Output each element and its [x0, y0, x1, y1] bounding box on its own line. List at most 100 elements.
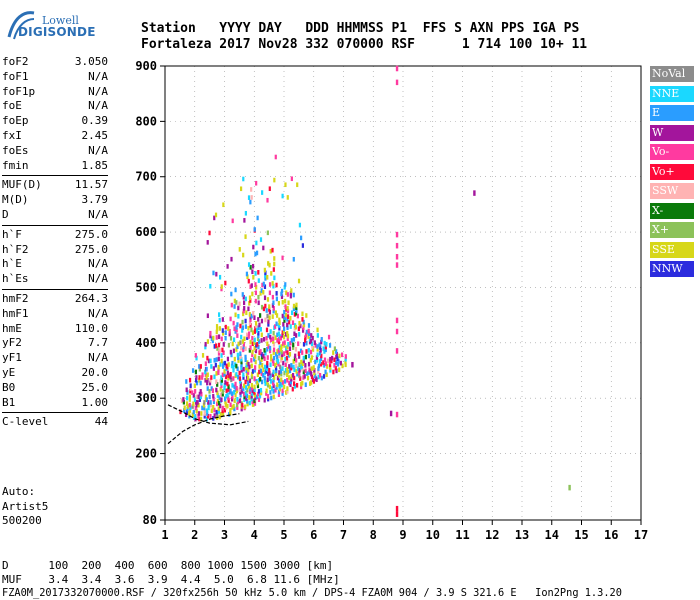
auto-program: Artist5: [2, 499, 49, 513]
echo-point: [281, 255, 284, 261]
echo-point: [272, 341, 276, 347]
echo-point: [240, 359, 243, 365]
echo-point: [253, 340, 256, 345]
echo-point: [271, 281, 274, 286]
param-row: C-level 44: [2, 415, 108, 430]
echo-point: [250, 327, 253, 333]
echo-point: [271, 358, 275, 364]
echo-point: [217, 364, 220, 370]
echo-point: [242, 252, 245, 258]
echo-point: [221, 331, 225, 336]
echo-point: [233, 398, 236, 403]
echo-point: [329, 359, 332, 365]
echo-point: [205, 375, 208, 380]
echo-point: [307, 348, 310, 353]
echo-point: [287, 341, 290, 347]
echo-point: [203, 411, 206, 416]
echo-point: [339, 360, 342, 366]
echo-point: [227, 376, 230, 381]
echo-point: [333, 363, 336, 368]
echo-point: [264, 270, 267, 276]
echo-point: [218, 317, 221, 323]
echo-point: [229, 316, 232, 322]
echo-point: [254, 395, 257, 401]
echo-point: [299, 348, 303, 354]
echo-point: [292, 256, 295, 262]
echo-point: [242, 366, 245, 372]
echo-point: [250, 187, 253, 192]
echo-point: [222, 361, 225, 367]
echo-point: [294, 310, 298, 316]
echo-point: [297, 351, 300, 357]
echo-point: [229, 407, 232, 413]
echo-point: [251, 391, 254, 396]
sparse-echo-point: [395, 348, 399, 354]
echo-point: [232, 390, 236, 395]
echo-point: [239, 379, 242, 384]
param-row: foF1p N/A: [2, 85, 108, 100]
echo-point: [233, 304, 236, 309]
echo-point: [230, 256, 233, 262]
echo-point: [243, 300, 246, 306]
echo-point: [279, 381, 282, 386]
echo-point: [262, 289, 265, 295]
echo-point: [231, 341, 234, 347]
echo-point: [260, 304, 264, 310]
legend-item-ssw: SSW: [650, 183, 694, 199]
echo-point: [254, 271, 257, 276]
echo-point: [217, 409, 221, 414]
echo-point: [212, 393, 215, 399]
legend-item-vo: Vo+: [650, 163, 694, 180]
x-tick-label: 1: [161, 528, 168, 542]
echo-point: [260, 371, 263, 376]
echo-point: [274, 363, 277, 368]
echo-point: [254, 251, 257, 257]
echo-point: [243, 336, 246, 342]
echo-point: [235, 363, 238, 369]
param-value: N/A: [88, 143, 108, 157]
echo-point: [286, 389, 289, 394]
echo-point: [291, 386, 294, 392]
echo-point: [255, 240, 258, 246]
echo-point: [266, 274, 269, 280]
echo-point: [203, 408, 206, 414]
echo-point: [239, 351, 242, 357]
echo-point: [186, 406, 189, 412]
echo-point: [251, 341, 254, 347]
echo-point: [287, 353, 290, 358]
echo-point: [270, 356, 273, 362]
echo-point: [248, 400, 251, 406]
echo-point: [320, 337, 323, 342]
echo-point: [244, 357, 247, 363]
echo-point: [268, 304, 271, 309]
echo-point: [284, 182, 287, 188]
echo-point: [221, 317, 224, 322]
echo-point: [252, 244, 255, 250]
echo-point: [298, 373, 301, 379]
echo-point: [274, 335, 277, 340]
echo-point: [210, 364, 213, 369]
echo-point: [300, 364, 303, 369]
param-row: foEp 0.39: [2, 114, 108, 129]
echo-point: [243, 218, 246, 223]
echo-point: [219, 403, 222, 409]
echo-point: [302, 369, 305, 375]
echo-point: [221, 405, 224, 411]
echo-point: [201, 375, 204, 380]
digisonde-logo: Lowell DIGISONDE: [4, 3, 96, 45]
echo-point: [272, 394, 275, 400]
echo-point: [255, 323, 258, 329]
echo-point: [297, 278, 301, 284]
echo-point: [220, 286, 223, 292]
echo-point: [335, 354, 338, 360]
echo-point: [237, 313, 240, 319]
echo-point: [217, 367, 220, 373]
echo-point: [219, 411, 222, 417]
echo-point: [262, 367, 265, 373]
echo-point: [268, 376, 271, 381]
echo-point: [292, 337, 296, 342]
echo-point: [219, 387, 222, 392]
echo-point: [326, 358, 330, 364]
echo-point: [204, 341, 207, 347]
echo-point: [255, 343, 258, 348]
